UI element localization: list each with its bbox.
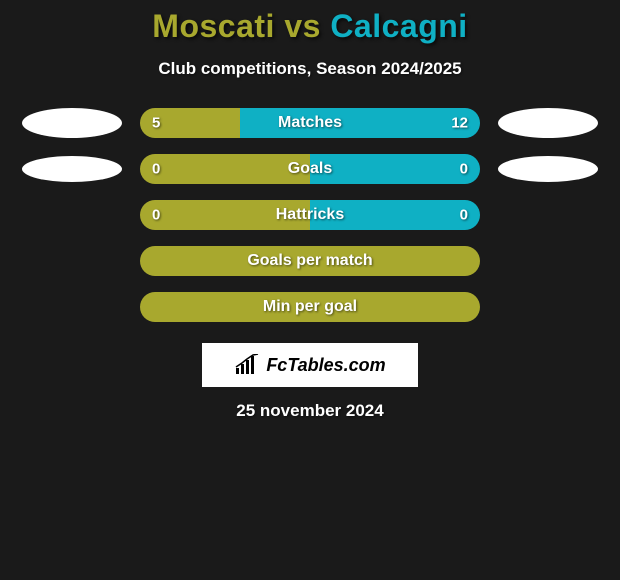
stat-bar: Goals per match <box>140 246 480 276</box>
bar-right-fill <box>310 154 480 184</box>
stat-bar: Min per goal <box>140 292 480 322</box>
player1-name: Moscati <box>152 8 275 44</box>
stat-row: Goals per match <box>0 245 620 277</box>
subtitle: Club competitions, Season 2024/2025 <box>0 59 620 79</box>
logo-box: FcTables.com <box>202 343 418 387</box>
vs-text: vs <box>275 8 330 44</box>
player2-name: Calcagni <box>330 8 467 44</box>
title: Moscati vs Calcagni <box>0 8 620 45</box>
left-value: 0 <box>152 207 160 224</box>
player2-avatar <box>498 156 598 182</box>
bar-right-fill <box>310 200 480 230</box>
player1-avatar <box>22 108 122 138</box>
stat-bar: 512Matches <box>140 108 480 138</box>
stat-label: Goals per match <box>140 252 480 270</box>
bar-left-fill <box>140 200 310 230</box>
bar-right-fill <box>240 108 480 138</box>
left-value: 5 <box>152 115 160 132</box>
right-value: 12 <box>451 115 468 132</box>
stat-bar: 00Hattricks <box>140 200 480 230</box>
right-value: 0 <box>460 161 468 178</box>
stat-bar: 00Goals <box>140 154 480 184</box>
bar-left-fill <box>140 154 310 184</box>
date-text: 25 november 2024 <box>0 401 620 421</box>
player2-avatar <box>498 108 598 138</box>
stat-row: 512Matches <box>0 107 620 139</box>
stat-row: 00Goals <box>0 153 620 185</box>
player1-avatar <box>22 156 122 182</box>
logo-text: FcTables.com <box>266 355 385 376</box>
stat-rows: 512Matches00Goals00HattricksGoals per ma… <box>0 107 620 323</box>
stat-label: Min per goal <box>140 298 480 316</box>
chart-icon <box>234 354 260 376</box>
stat-row: 00Hattricks <box>0 199 620 231</box>
left-value: 0 <box>152 161 160 178</box>
comparison-card: Moscati vs Calcagni Club competitions, S… <box>0 0 620 421</box>
right-value: 0 <box>460 207 468 224</box>
stat-row: Min per goal <box>0 291 620 323</box>
